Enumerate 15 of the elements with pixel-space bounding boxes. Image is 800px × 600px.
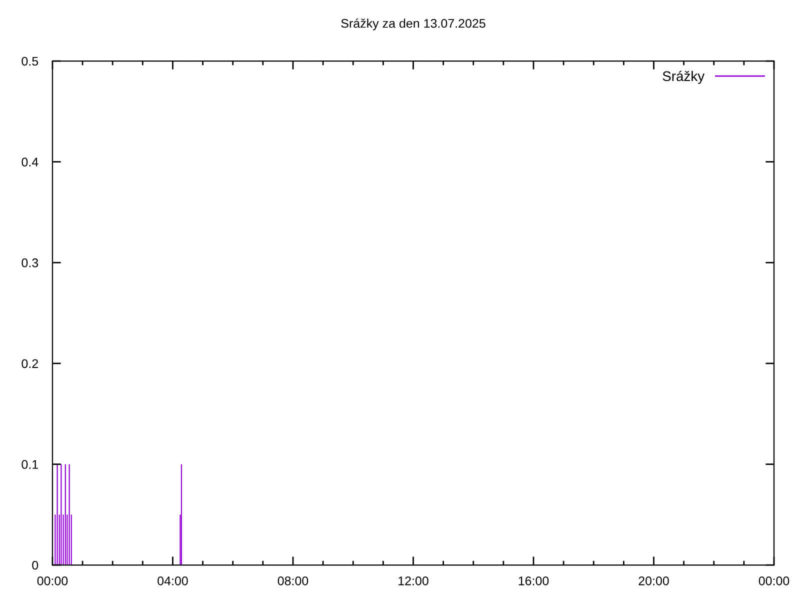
- y-tick-label: 0: [32, 560, 38, 570]
- x-tick-label: 00:00: [37, 576, 68, 586]
- x-tick-label: 16:00: [518, 576, 549, 586]
- y-tick-label: 0.4: [22, 158, 38, 166]
- y-tick-label: 0.5: [22, 56, 38, 66]
- x-tick-label: 20:00: [638, 576, 669, 586]
- y-tick-label: 0.3: [22, 258, 38, 268]
- x-tick-label: 00:00: [758, 576, 790, 586]
- y-tick-label: 0.2: [22, 359, 38, 368]
- x-tick-label: 12:00: [398, 576, 428, 586]
- y-tick-label: 0.1: [22, 460, 38, 469]
- chart-title: Srážky za den 13.07.2025: [341, 18, 486, 30]
- x-tick-label: 08:00: [278, 576, 308, 586]
- legend-label: Srážky: [662, 70, 705, 84]
- x-tick-label: 04:00: [158, 576, 188, 586]
